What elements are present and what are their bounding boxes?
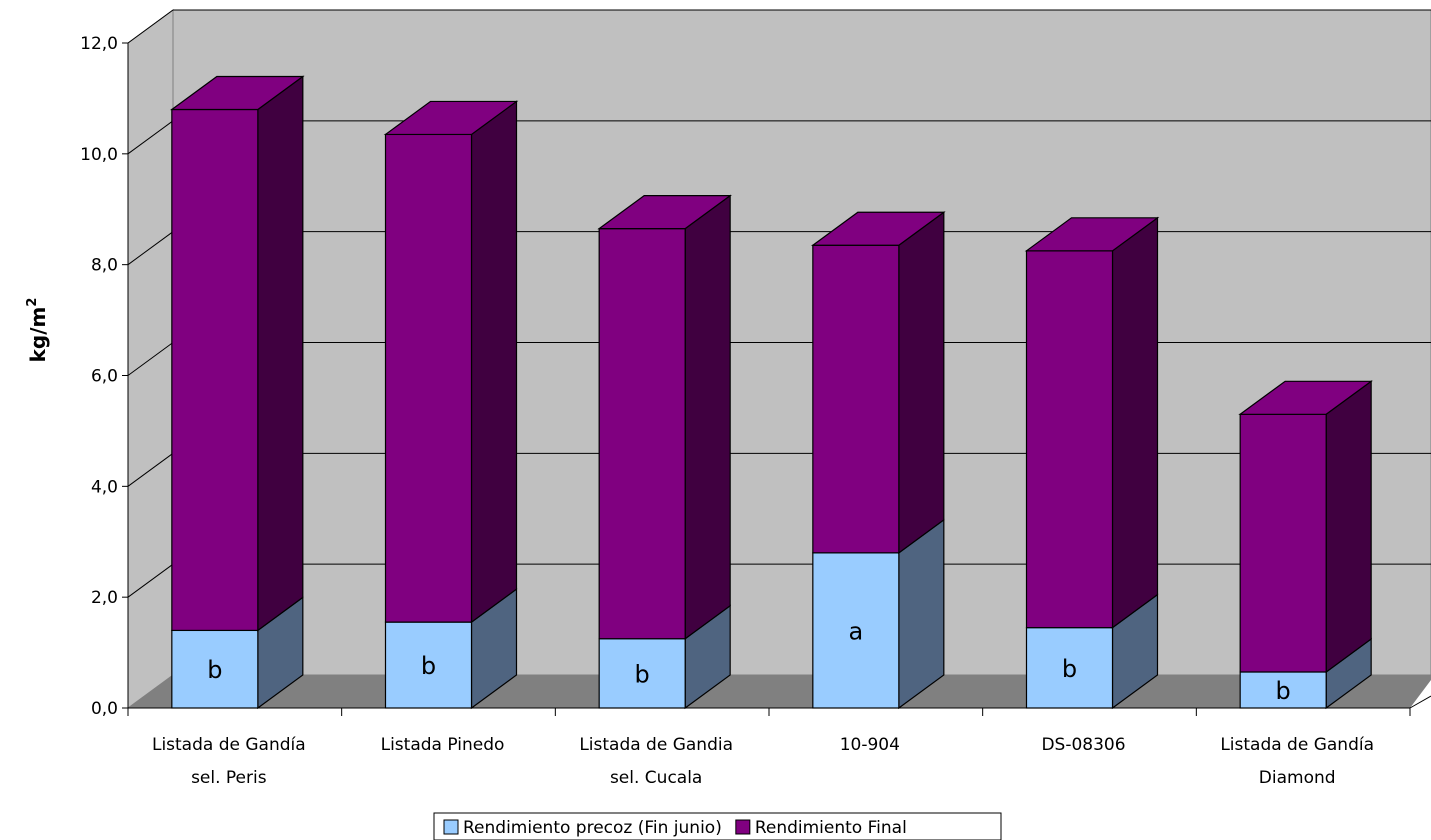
y-tick-label: 8,0 [91,256,118,276]
significance-letter: b [1276,677,1291,705]
category-label: Listada Pinedo [381,735,505,755]
gridline-side [127,452,174,487]
y-tick-label: 10,0 [80,145,118,165]
bar-final [171,75,304,632]
legend: Rendimiento precoz (Fin junio) Rendimient… [433,812,1002,840]
bar-top [597,195,732,230]
bar-final [1025,216,1159,629]
bar-final-side [1325,380,1372,674]
category-label: Diamond [1259,768,1336,788]
bar-early [384,587,518,710]
y-tick-label: 6,0 [91,367,118,387]
y-tick-label: 0,0 [91,699,118,719]
bar-final [1239,380,1372,674]
category-label: Listada de Gandia [579,735,733,755]
bar-early-front [1025,627,1114,709]
legend-box [433,812,1002,840]
bar-early [598,604,731,710]
bar-final-side [898,211,945,555]
category-label: sel. Cucala [610,768,702,788]
bar-top [1238,380,1373,415]
y-axis-label-text: kg/m [26,307,50,363]
bar-final-side [1111,216,1159,629]
bar-early [1239,637,1372,710]
bar-final-side [470,100,518,624]
bar-final-front [1239,413,1327,673]
bar-final-side [257,75,304,632]
gridline-side [127,9,174,44]
y-tick-label: 12,0 [80,34,118,54]
significance-letter: a [848,617,863,645]
category-label: sel. Peris [191,768,267,788]
bar-final-side [684,194,731,640]
legend-label: Rendimiento Final [755,818,907,838]
bar-early-front [171,629,259,709]
legend-label: Rendimiento precoz (Fin junio) [463,818,722,838]
bar-early-front [812,552,900,709]
significance-letter: b [207,656,222,684]
category-label: Listada de Gandía [1220,735,1374,755]
bar-early [1025,593,1159,710]
bar-top [170,75,305,111]
bar-early [812,518,945,710]
bars: b b b a b b [170,75,1373,710]
x-axis-end [1409,695,1431,709]
floor [128,675,1431,708]
bar-final-front [171,108,259,632]
bar-early-front [384,621,473,709]
gridline-side [127,231,174,266]
legend-swatch [443,819,459,835]
y-tick-label: 4,0 [91,477,118,497]
bar-final-front [1025,250,1114,629]
bar-top [811,211,946,246]
axes: 0,0 2,0 4,0 6,0 8,0 10,0 12,0 [80,34,1431,719]
y-tick-label: 2,0 [91,588,118,608]
gridline-side [127,563,174,598]
bar-final [812,211,945,555]
significance-letter: b [1062,655,1077,683]
chart-walls [127,9,1431,709]
legend-swatch [735,819,751,835]
gridline-side [127,342,174,376]
significance-letter: b [635,660,650,688]
bar-final [598,194,731,640]
bar-final-front [384,133,473,623]
bar-final-front [598,228,686,640]
gridline-side [127,120,174,155]
bar-early [171,596,304,710]
bar-early-front [1239,671,1327,709]
y-axis-label: kg/m2 [25,298,50,363]
category-labels: Listada de Gandía sel. Peris Listada Pined… [152,735,1374,788]
category-label: Listada de Gandía [152,735,306,755]
bar-final [384,100,518,624]
bar-top [1024,217,1160,252]
category-label: DS-08306 [1041,735,1125,755]
gridlines [127,9,1431,598]
significance-letter: b [421,652,436,680]
bar-final-front [812,244,900,554]
y-axis-label-superscript: 2 [25,298,40,307]
category-label: 10-904 [840,735,900,755]
bar-top [383,100,519,136]
